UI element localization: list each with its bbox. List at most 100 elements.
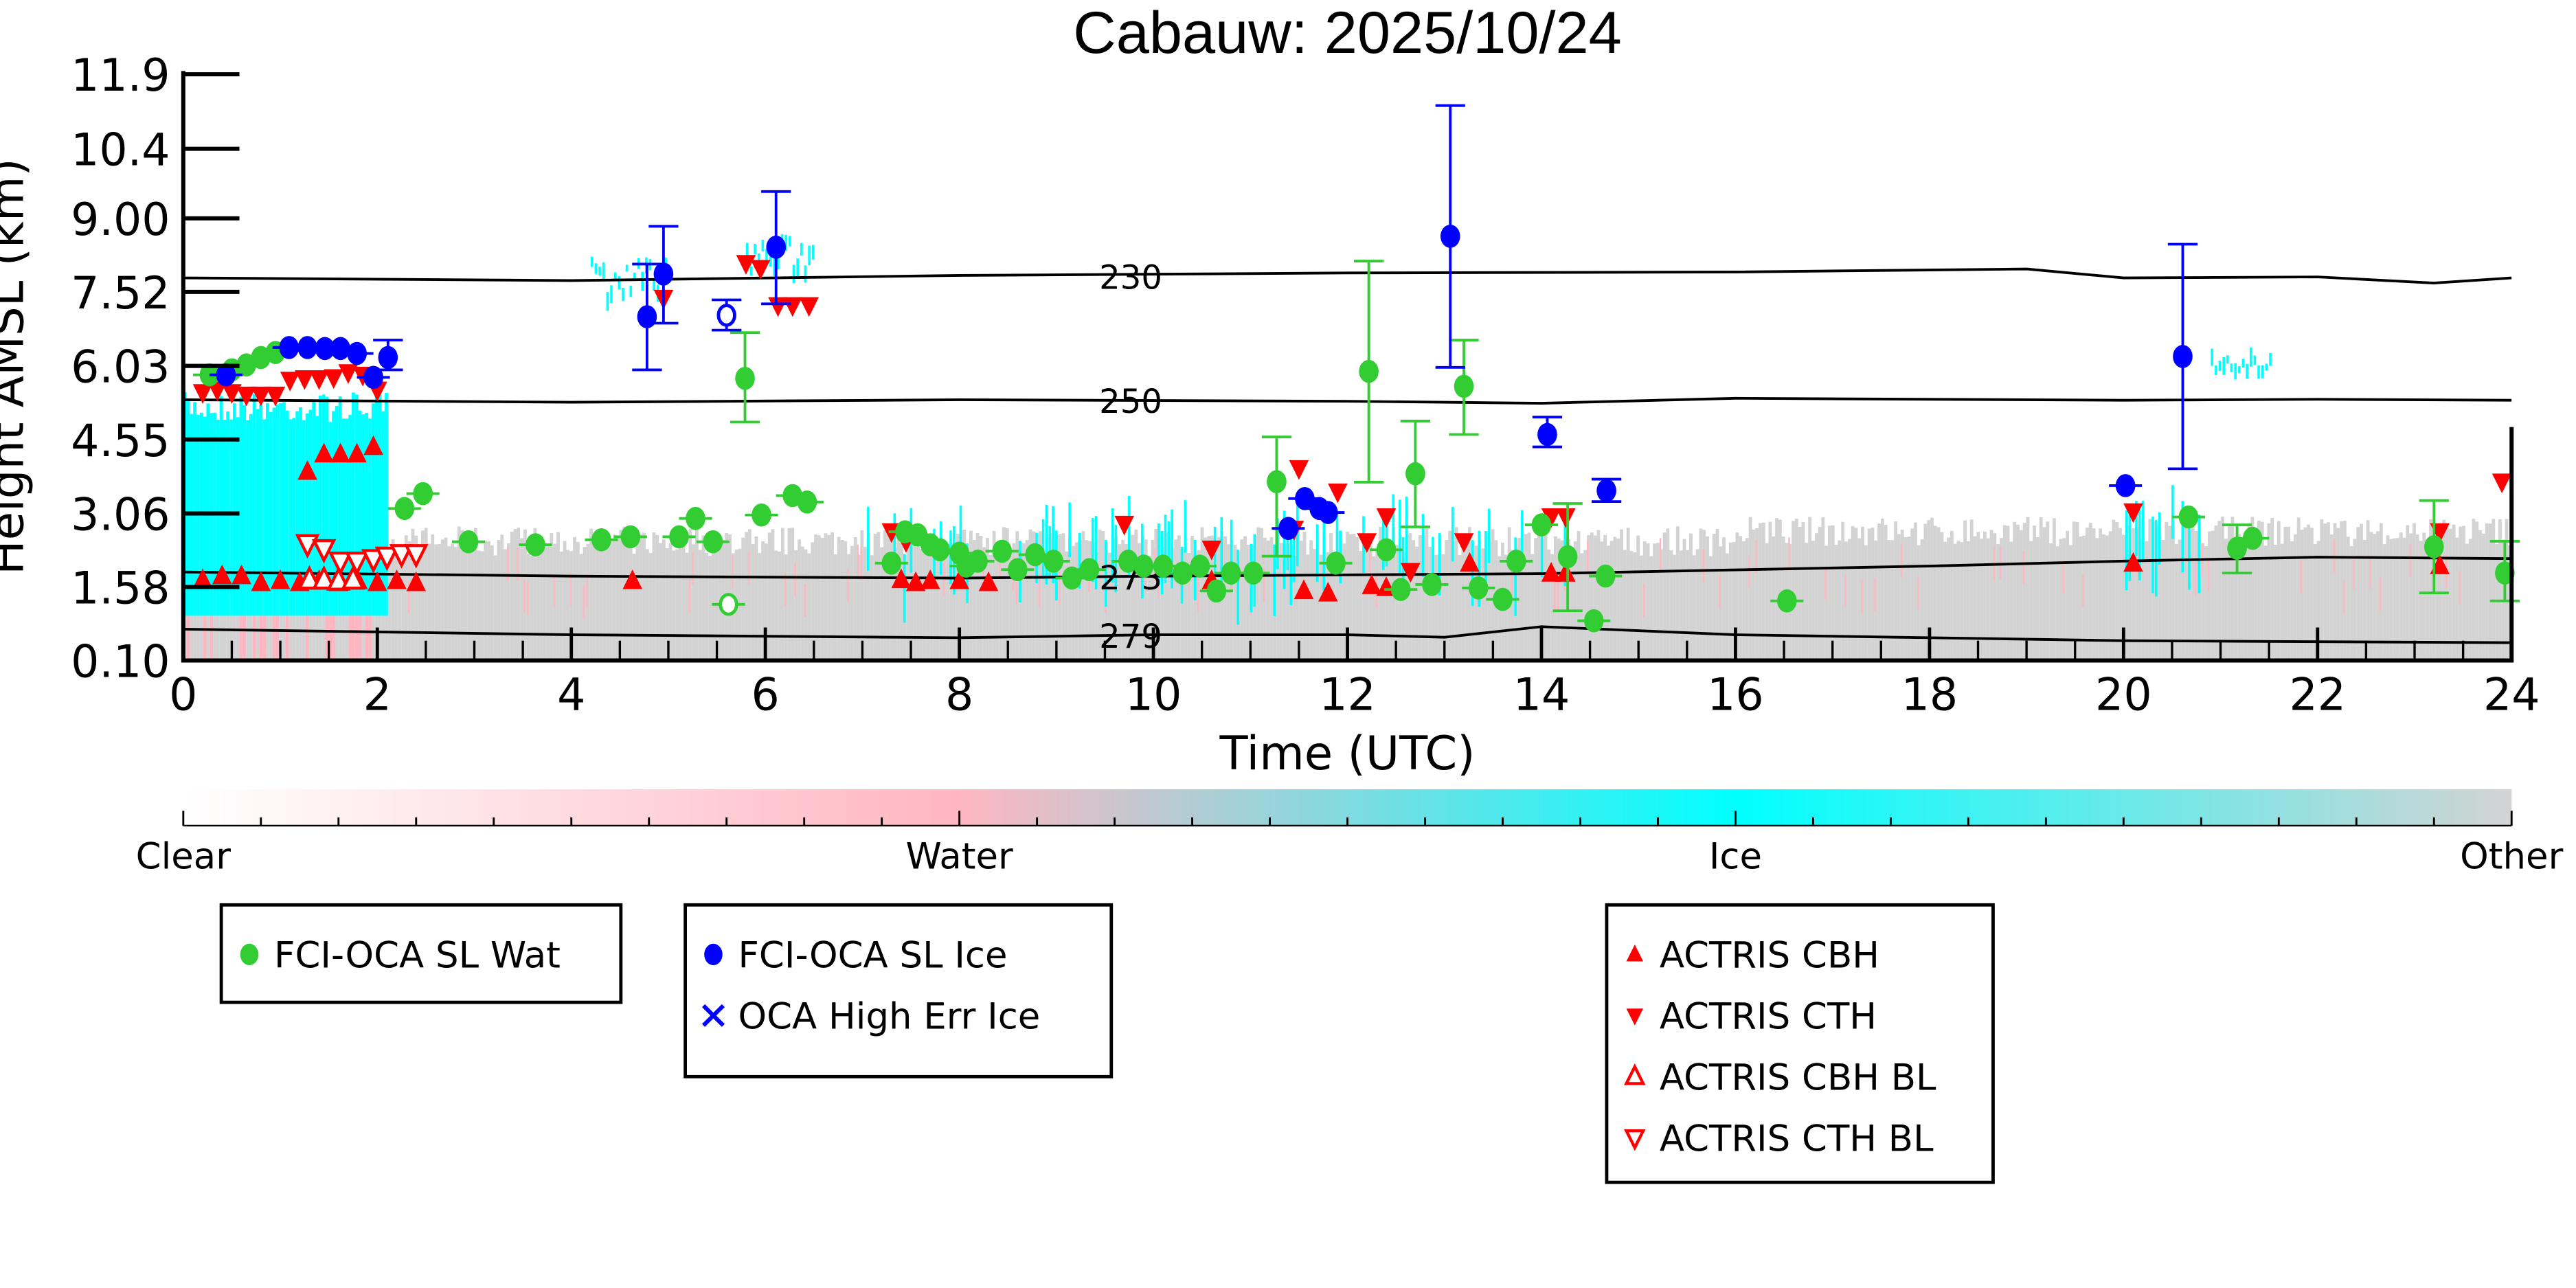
other-column: [1811, 541, 1815, 661]
other-column: [1107, 552, 1111, 661]
y-tick-label: 9.00: [71, 194, 170, 246]
y-tick-label: 11.9: [71, 50, 170, 102]
other-column: [1346, 532, 1349, 661]
other-column: [2046, 521, 2050, 661]
other-column: [1388, 549, 1392, 661]
data-point: [2178, 505, 2199, 529]
colorbar-label-ice: Ice: [1709, 835, 1762, 877]
other-column: [1114, 536, 1118, 661]
water-column: [2300, 560, 2302, 594]
data-point: [752, 503, 771, 527]
other-column: [1828, 526, 1831, 661]
data-point: [1537, 422, 1557, 447]
other-column: [860, 530, 864, 661]
other-column: [1048, 533, 1052, 661]
ice-column: [361, 414, 365, 616]
other-column: [820, 538, 824, 661]
other-column: [2052, 518, 2056, 661]
data-point: [330, 442, 350, 463]
other-column: [2393, 538, 2396, 661]
other-column: [2227, 523, 2231, 661]
ice-column: [2128, 504, 2132, 581]
ice-column: [354, 394, 359, 616]
other-column: [1151, 539, 1155, 661]
other-column: [2323, 523, 2327, 661]
water-column: [1557, 579, 1559, 613]
other-column: [2274, 545, 2277, 661]
other-column: [883, 530, 887, 661]
other-column: [1560, 540, 1564, 661]
other-column: [1920, 539, 1924, 661]
other-column: [517, 528, 521, 661]
data-point: [1390, 578, 1411, 601]
other-column: [1527, 532, 1531, 661]
other-column: [2316, 541, 2320, 661]
other-column: [995, 550, 999, 661]
other-column: [338, 615, 342, 661]
data-point: [413, 482, 433, 506]
other-column: [345, 615, 349, 661]
other-column: [431, 534, 435, 661]
other-column: [2462, 526, 2465, 661]
data-point: [207, 381, 227, 402]
other-column: [751, 544, 755, 661]
circle-icon: [704, 943, 723, 966]
other-column: [1686, 550, 1690, 661]
water-column: [688, 579, 690, 613]
other-column: [2214, 525, 2218, 661]
y-tick-label: 10.4: [71, 125, 170, 177]
data-point: [1460, 552, 1480, 572]
colorbar-label-water: Water: [905, 835, 1013, 877]
other-column: [857, 554, 861, 661]
other-column: [1207, 536, 1211, 661]
ice-column: [1293, 531, 1296, 583]
data-point: [330, 337, 350, 361]
other-column: [272, 615, 276, 661]
other-column: [1451, 541, 1455, 661]
other-column: [1187, 552, 1191, 661]
other-column: [1332, 554, 1336, 661]
other-column: [2260, 521, 2264, 661]
ice-patch: [606, 292, 609, 311]
other-column: [2399, 532, 2403, 661]
contour-label: 279: [1099, 618, 1162, 656]
ice-column: [1451, 506, 1454, 562]
other-column: [418, 555, 421, 661]
data-point: [1595, 564, 1616, 588]
water-column: [569, 572, 572, 606]
other-column: [1348, 534, 1353, 661]
data-point: [1454, 374, 1474, 398]
other-column: [1355, 536, 1359, 661]
other-column: [863, 546, 868, 661]
other-column: [774, 550, 778, 661]
ice-column: [2138, 509, 2141, 580]
other-column: [312, 615, 316, 661]
other-column: [2257, 520, 2261, 661]
other-column: [1765, 543, 1769, 661]
ice-patch: [777, 255, 780, 270]
other-column: [1160, 546, 1164, 661]
other-column: [1706, 536, 1709, 661]
ice-column: [299, 407, 302, 616]
water-column: [784, 573, 787, 607]
other-column: [424, 528, 428, 661]
ice-patch: [2249, 347, 2252, 368]
water-column: [2062, 560, 2064, 594]
data-point: [653, 262, 674, 286]
data-point: [1206, 579, 1227, 603]
other-column: [1805, 543, 1809, 661]
other-column: [2353, 539, 2357, 661]
ice-column: [193, 402, 197, 616]
other-column: [1008, 550, 1013, 661]
data-point: [324, 369, 344, 389]
data-point: [1293, 579, 1314, 600]
other-column: [672, 550, 676, 661]
other-column: [811, 542, 815, 661]
other-column: [2197, 539, 2202, 661]
other-column: [2373, 534, 2377, 661]
other-column: [708, 555, 712, 661]
data-point: [378, 346, 398, 370]
other-column: [1755, 528, 1759, 661]
other-column: [266, 615, 269, 661]
other-column: [229, 615, 233, 661]
